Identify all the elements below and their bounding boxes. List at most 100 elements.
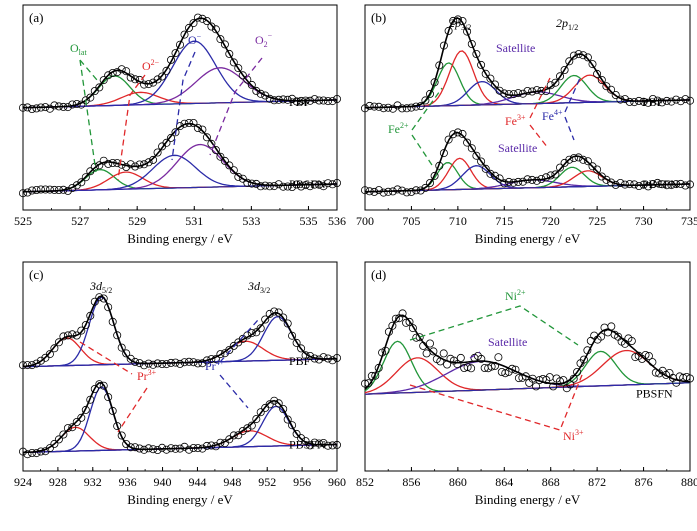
data-point xyxy=(202,16,211,25)
x-tick-label: 536 xyxy=(328,214,346,228)
data-point xyxy=(315,96,324,105)
data-point xyxy=(158,359,167,368)
data-point xyxy=(430,171,439,180)
data-point xyxy=(405,317,414,326)
data-point xyxy=(593,69,602,78)
x-tick-label: 952 xyxy=(258,475,276,489)
data-point xyxy=(54,338,63,347)
data-point xyxy=(616,95,625,104)
data-point xyxy=(135,359,144,368)
data-point xyxy=(283,95,292,104)
data-point xyxy=(332,440,341,449)
data-point xyxy=(306,182,315,191)
data-point xyxy=(310,95,319,104)
data-point xyxy=(486,169,495,178)
data-point xyxy=(117,431,126,440)
data-point xyxy=(306,441,315,450)
data-point xyxy=(279,182,288,191)
data-point xyxy=(198,359,207,368)
data-point xyxy=(365,187,374,196)
x-axis-title: Binding energy / eV xyxy=(127,231,233,246)
data-point xyxy=(310,180,319,189)
data-point xyxy=(523,175,532,184)
data-point xyxy=(229,58,238,67)
data-point xyxy=(265,94,274,103)
data-point xyxy=(166,444,175,453)
data-point xyxy=(180,119,189,128)
data-point xyxy=(398,186,407,195)
fit-envelope-PBF xyxy=(22,17,338,109)
data-point xyxy=(32,359,41,368)
data-point xyxy=(252,86,261,95)
label-fe2: Fe2+ xyxy=(388,121,409,136)
data-point xyxy=(328,97,337,106)
data-point xyxy=(444,26,453,35)
pointer-pr3-top xyxy=(79,341,133,375)
data-point xyxy=(569,374,578,383)
data-point xyxy=(36,103,45,112)
data-point xyxy=(153,359,162,368)
data-point xyxy=(681,95,690,104)
data-point xyxy=(297,344,306,353)
data-point xyxy=(59,332,68,341)
data-point xyxy=(681,181,690,190)
data-point xyxy=(175,40,184,49)
x-tick-label: 730 xyxy=(635,214,653,228)
data-point xyxy=(611,91,620,100)
data-point xyxy=(449,130,458,139)
data-point xyxy=(211,25,220,34)
label-2p12: 2p1/2 xyxy=(556,16,578,32)
data-point xyxy=(384,187,393,196)
panel-letter: (b) xyxy=(371,10,386,25)
data-point xyxy=(658,180,667,189)
data-point xyxy=(402,104,411,113)
pointer-o-lat-bottom xyxy=(79,59,97,173)
panel-4: 852 856 860 864 868 872 876 880 Binding energy /… xyxy=(356,261,697,507)
data-point xyxy=(621,180,630,189)
data-point xyxy=(72,100,81,109)
data-point xyxy=(283,182,292,191)
panel-letter: (c) xyxy=(29,267,43,282)
data-point xyxy=(306,351,315,360)
pointer-pr3-bottom xyxy=(117,387,148,433)
data-point xyxy=(332,95,341,104)
data-point xyxy=(175,359,184,368)
data-point xyxy=(511,365,520,374)
data-point xyxy=(477,157,486,166)
data-point xyxy=(686,180,695,189)
data-point xyxy=(556,72,565,81)
data-point xyxy=(122,67,131,76)
data-point xyxy=(234,431,243,440)
data-point xyxy=(583,157,592,166)
data-point xyxy=(220,40,229,49)
data-point xyxy=(301,351,310,360)
data-point xyxy=(481,164,490,173)
data-point xyxy=(686,96,695,105)
data-point xyxy=(495,174,504,183)
data-point xyxy=(416,102,425,111)
data-point xyxy=(494,353,503,362)
data-point xyxy=(216,35,225,44)
x-axis-title: Binding energy / eV xyxy=(127,492,233,507)
data-point xyxy=(319,353,328,362)
data-point xyxy=(149,360,158,369)
x-tick-label: 533 xyxy=(242,214,260,228)
data-point xyxy=(607,178,616,187)
data-point xyxy=(412,333,421,342)
label-satellite-pbf: Satellite xyxy=(496,41,535,55)
data-point xyxy=(189,19,198,28)
data-point xyxy=(306,96,315,105)
data-point xyxy=(256,324,265,333)
data-point xyxy=(583,346,592,355)
data-point xyxy=(421,96,430,105)
data-point xyxy=(140,80,149,89)
data-point xyxy=(216,350,225,359)
data-point xyxy=(532,176,541,185)
data-point xyxy=(667,97,676,106)
data-point xyxy=(398,309,407,318)
data-point xyxy=(518,89,527,98)
data-point xyxy=(32,104,41,113)
data-point xyxy=(370,102,379,111)
data-point xyxy=(131,162,140,171)
data-point xyxy=(551,78,560,87)
